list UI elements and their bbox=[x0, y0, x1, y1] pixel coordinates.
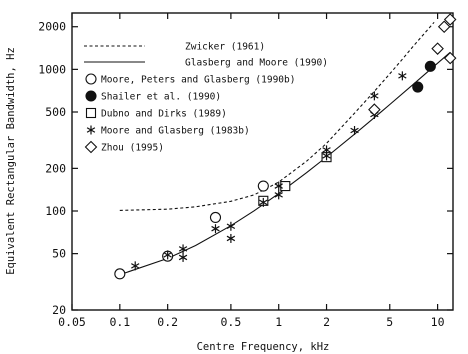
data-point-diamond-open bbox=[368, 103, 381, 116]
y-tick-label: 2000 bbox=[38, 20, 66, 34]
legend-entry-label: Moore and Glasberg (1983b) bbox=[101, 126, 250, 137]
data-point-asterisk bbox=[163, 250, 172, 260]
data-point-circle-open bbox=[114, 268, 126, 280]
data-point-asterisk bbox=[274, 190, 283, 200]
data-point-asterisk bbox=[259, 197, 268, 207]
legend-marker-circle-open bbox=[85, 73, 97, 85]
y-axis-title: Equivalent Rectangular Bandwidth, Hz bbox=[5, 47, 17, 275]
data-point-asterisk bbox=[274, 181, 283, 191]
data-point-asterisk bbox=[178, 252, 188, 262]
data-point-diamond-open bbox=[443, 13, 457, 26]
data-point-asterisk bbox=[226, 233, 236, 243]
y-tick-label: 500 bbox=[45, 105, 66, 119]
x-tick-label: 1 bbox=[275, 315, 282, 329]
legend: Zwicker (1961) Glasberg and Moore (1990) M… bbox=[84, 42, 328, 154]
model-curves bbox=[119, 21, 451, 276]
data-point-square-open bbox=[280, 181, 291, 192]
zwicker-curve bbox=[119, 21, 435, 211]
x-axis-title: Centre Frequency, kHz bbox=[197, 341, 330, 353]
x-tick-label: 0.1 bbox=[109, 315, 130, 329]
data-point-diamond-open bbox=[437, 20, 451, 34]
y-tick-label: 50 bbox=[52, 247, 66, 261]
legend-entry-label: Zwicker (1961) bbox=[185, 42, 265, 53]
legend-marker-asterisk bbox=[86, 125, 96, 135]
data-point-asterisk bbox=[178, 244, 188, 254]
data-points bbox=[114, 13, 457, 280]
data-point-asterisk bbox=[370, 91, 379, 101]
legend-entry-label: Dubno and Dirks (1989) bbox=[101, 109, 227, 120]
x-tick-label: 2 bbox=[323, 315, 330, 329]
legend-entry-label: Moore, Peters and Glasberg (1990b) bbox=[101, 75, 295, 86]
legend-entry-label: Glasberg and Moore (1990) bbox=[185, 58, 328, 69]
data-point-asterisk bbox=[226, 221, 236, 231]
data-point-asterisk bbox=[350, 126, 359, 136]
data-point-circle-filled bbox=[412, 81, 424, 93]
y-tick-label: 1000 bbox=[38, 62, 66, 76]
x-tick-label: 0.2 bbox=[157, 315, 178, 329]
legend-marker-diamond-open bbox=[84, 140, 98, 154]
data-point-circle-open bbox=[209, 211, 222, 224]
x-tick-label: 5 bbox=[386, 315, 393, 329]
legend-entry-label: Shailer et al. (1990) bbox=[101, 92, 221, 103]
legend-entry-label: Zhou (1995) bbox=[101, 143, 164, 154]
tick-labels: 0.05 0.1 0.2 0.5 1 2 5 10 20 50 100 200 500 1000 2000 bbox=[38, 20, 444, 329]
y-tick-label: 100 bbox=[45, 204, 66, 218]
data-point-asterisk bbox=[211, 224, 220, 234]
plot-frame bbox=[71, 12, 454, 311]
glasberg-moore-curve bbox=[119, 51, 451, 276]
data-point-diamond-open bbox=[431, 42, 444, 55]
axis-ticks bbox=[71, 13, 453, 311]
data-point-circle-open bbox=[257, 180, 269, 192]
y-tick-label: 20 bbox=[52, 303, 66, 317]
data-point-asterisk bbox=[398, 71, 407, 81]
data-point-asterisk bbox=[131, 261, 140, 271]
data-point-circle-filled bbox=[424, 60, 436, 72]
legend-marker-circle-filled bbox=[85, 90, 97, 102]
data-point-asterisk bbox=[322, 151, 331, 161]
legend-marker-square-open bbox=[85, 107, 97, 119]
x-tick-label: 0.05 bbox=[58, 315, 86, 329]
x-tick-label: 10 bbox=[431, 315, 445, 329]
data-point-diamond-open bbox=[443, 51, 457, 65]
y-tick-label: 200 bbox=[45, 161, 66, 175]
x-tick-label: 0.5 bbox=[220, 315, 241, 329]
